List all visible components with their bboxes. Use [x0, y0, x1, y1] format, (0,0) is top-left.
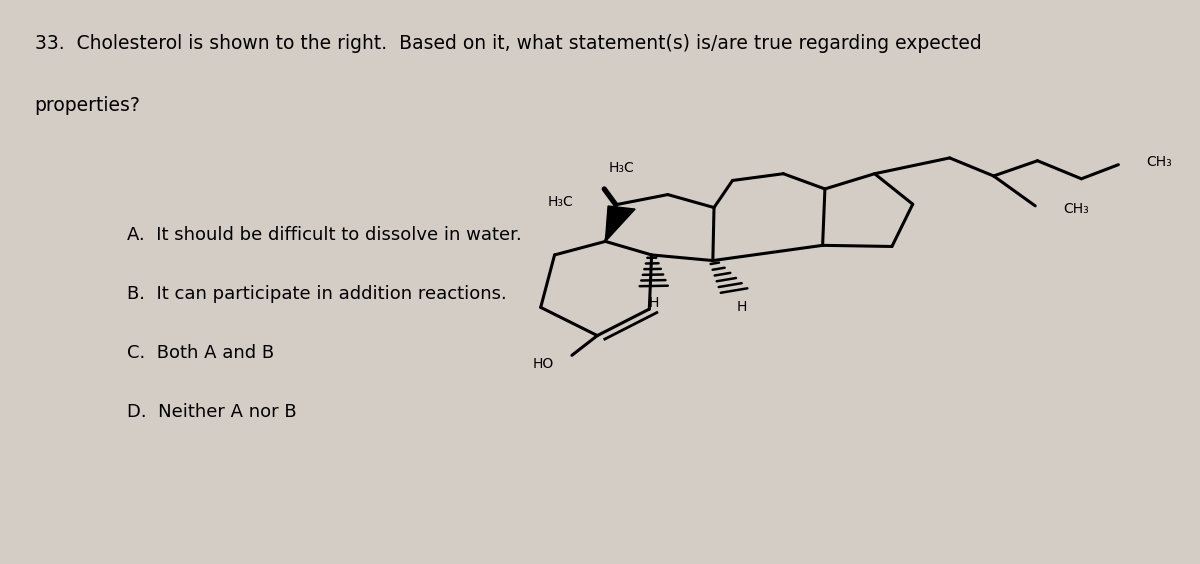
Text: properties?: properties?: [35, 96, 140, 115]
Text: A.  It should be difficult to dissolve in water.: A. It should be difficult to dissolve in…: [127, 226, 522, 244]
Polygon shape: [606, 206, 635, 241]
Text: 33.  Cholesterol is shown to the right.  Based on it, what statement(s) is/are t: 33. Cholesterol is shown to the right. B…: [35, 34, 982, 53]
Text: CH₃: CH₃: [1063, 202, 1088, 215]
Text: B.  It can participate in addition reactions.: B. It can participate in addition reacti…: [127, 285, 506, 303]
Text: H: H: [737, 301, 746, 314]
Text: CH₃: CH₃: [1146, 155, 1171, 169]
Text: HO: HO: [533, 357, 553, 371]
Text: H₃C: H₃C: [547, 195, 574, 209]
Text: H: H: [649, 296, 659, 310]
Text: C.  Both A and B: C. Both A and B: [127, 344, 275, 362]
Text: D.  Neither A nor B: D. Neither A nor B: [127, 403, 296, 421]
Text: H₃C: H₃C: [608, 161, 635, 174]
